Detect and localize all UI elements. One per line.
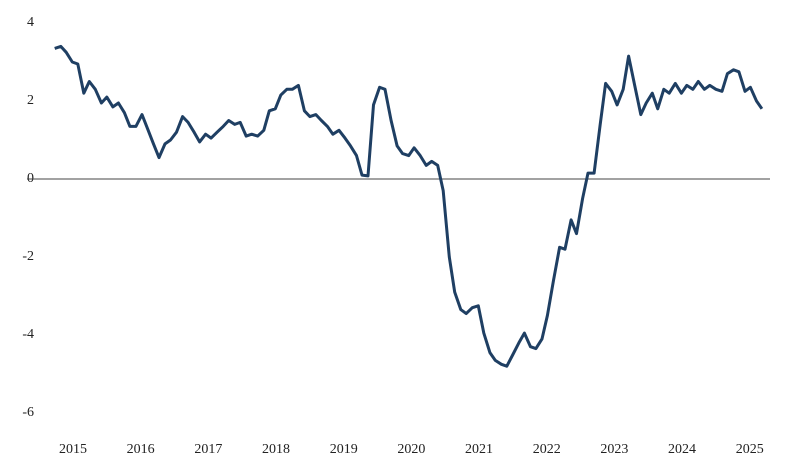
x-tick-label: 2015 [59,442,87,457]
y-tick-label: -2 [22,249,34,264]
x-tick-label: 2023 [600,442,628,457]
y-tick-label: 2 [27,93,34,108]
x-tick-label: 2024 [668,442,696,457]
line [54,44,764,368]
y-tick-label: -4 [22,327,34,342]
y-tick-label: -6 [22,405,34,420]
x-tick-label: 2020 [397,442,425,457]
y-tick-label: 4 [27,15,34,30]
x-tick-label: 2019 [330,442,358,457]
x-tick-label: 2018 [262,442,290,457]
x-tick-label: 2017 [194,442,222,457]
x-tick-label: 2021 [465,442,493,457]
x-tick-label: 2025 [736,442,764,457]
x-tick-label: 2022 [533,442,561,457]
x-tick-label: 2016 [127,442,155,457]
